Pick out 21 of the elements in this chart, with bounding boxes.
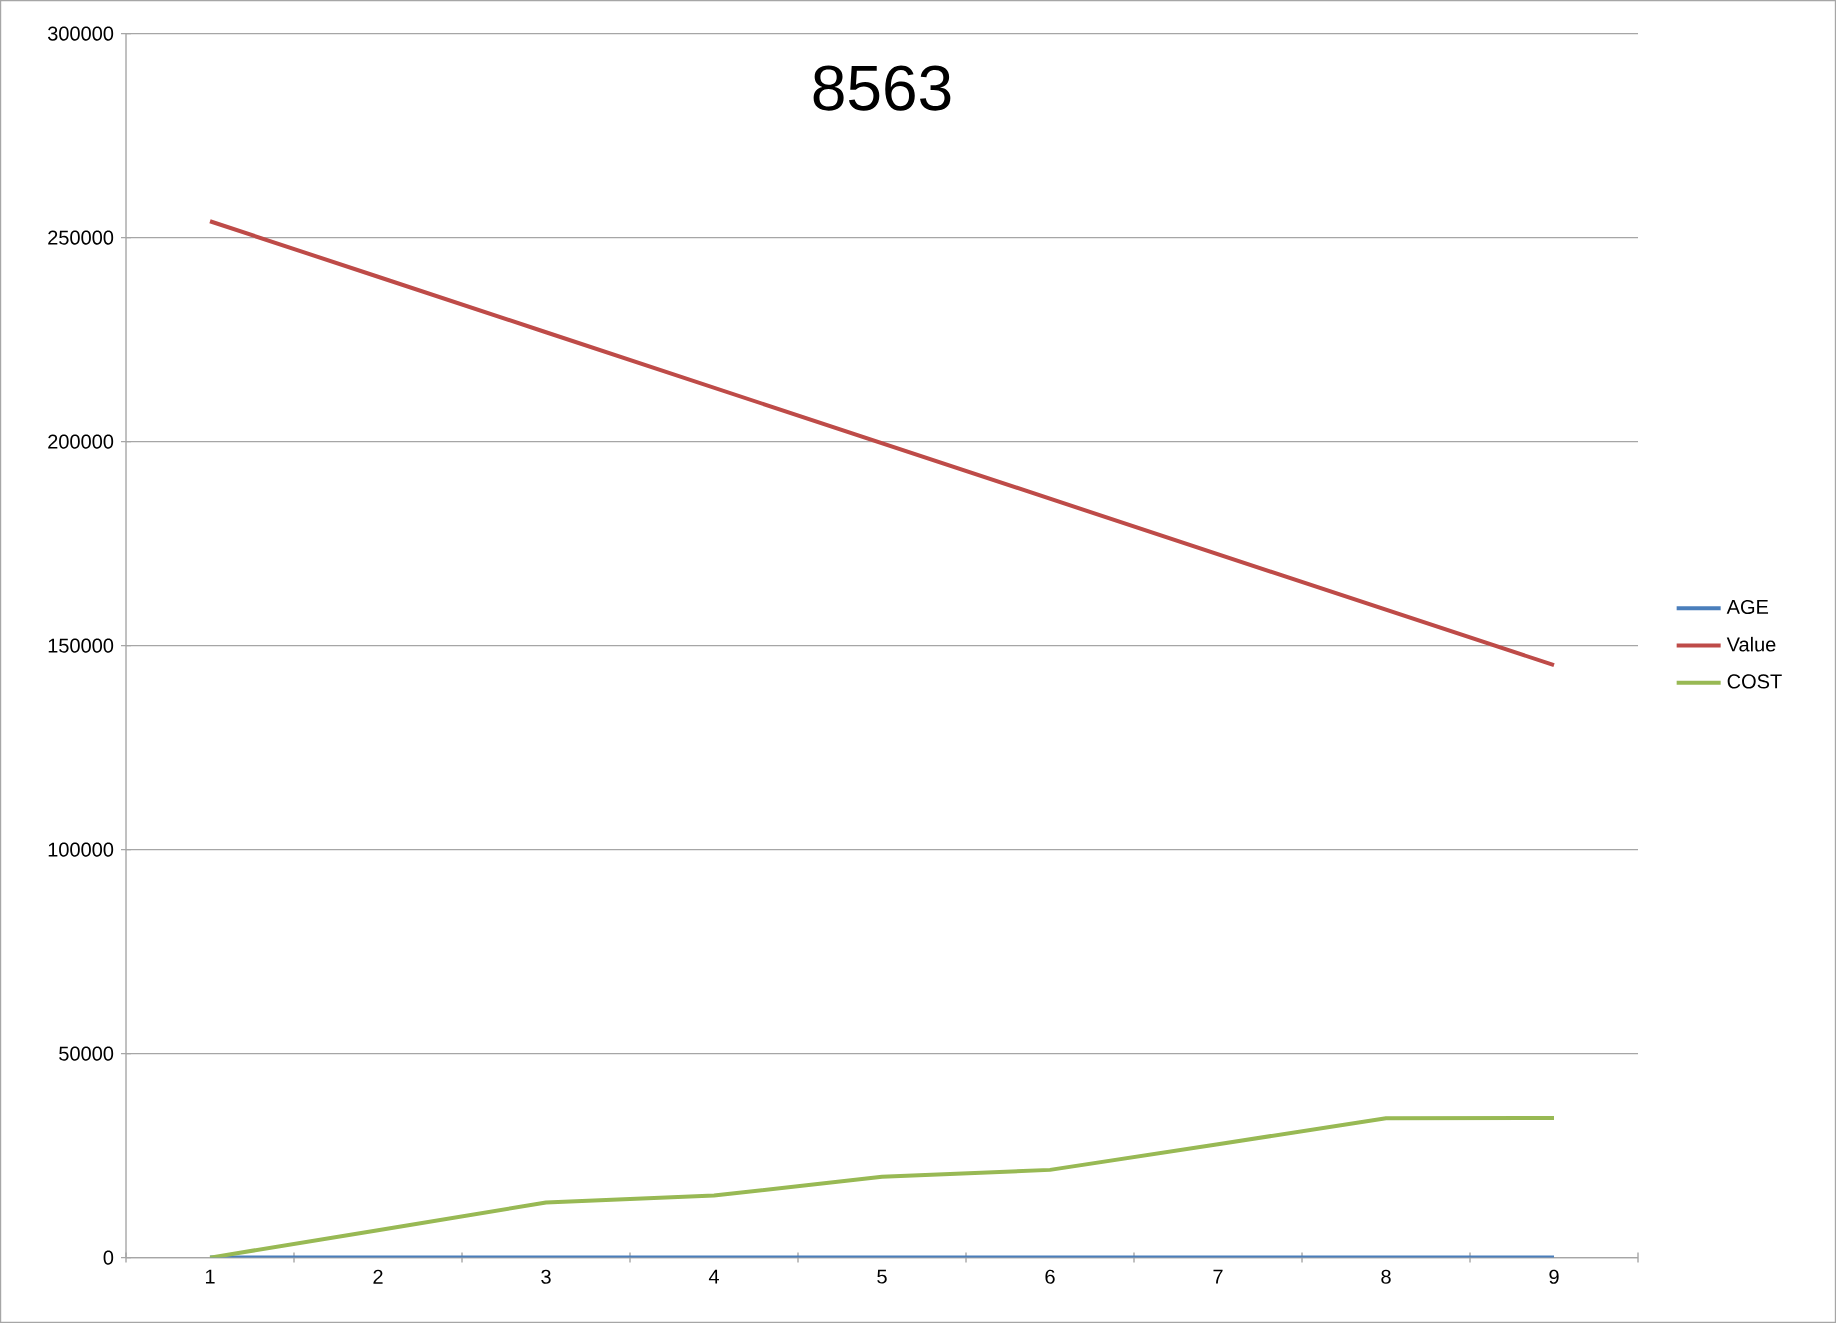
x-tick-label: 9 [1549, 1269, 1559, 1284]
x-tick-label: 3 [541, 1269, 551, 1284]
y-tick-label: 200000 [48, 434, 114, 449]
x-tick-label: 7 [1213, 1269, 1223, 1284]
y-tick-label: 50000 [59, 1046, 114, 1061]
x-tick-label: 6 [1045, 1269, 1055, 1284]
x-tick-label: 1 [205, 1269, 215, 1284]
legend-label: COST [1727, 674, 1782, 689]
line-series [208, 1116, 1557, 1258]
y-tick-label: 0 [103, 1250, 114, 1265]
legend-label: AGE [1726, 599, 1769, 615]
chart-title: 8563 [813, 65, 951, 111]
x-tick-label: 2 [373, 1269, 383, 1284]
y-tick-label: 150000 [48, 638, 114, 653]
y-tick-label: 100000 [48, 842, 114, 857]
x-tick-label: 8 [1381, 1269, 1391, 1284]
legend-label: Value [1726, 636, 1776, 652]
y-tick-label: 250000 [48, 230, 114, 245]
x-tick-label: 4 [708, 1269, 719, 1284]
x-tick-label: 5 [877, 1269, 887, 1284]
y-tick-label: 300000 [47, 26, 114, 41]
